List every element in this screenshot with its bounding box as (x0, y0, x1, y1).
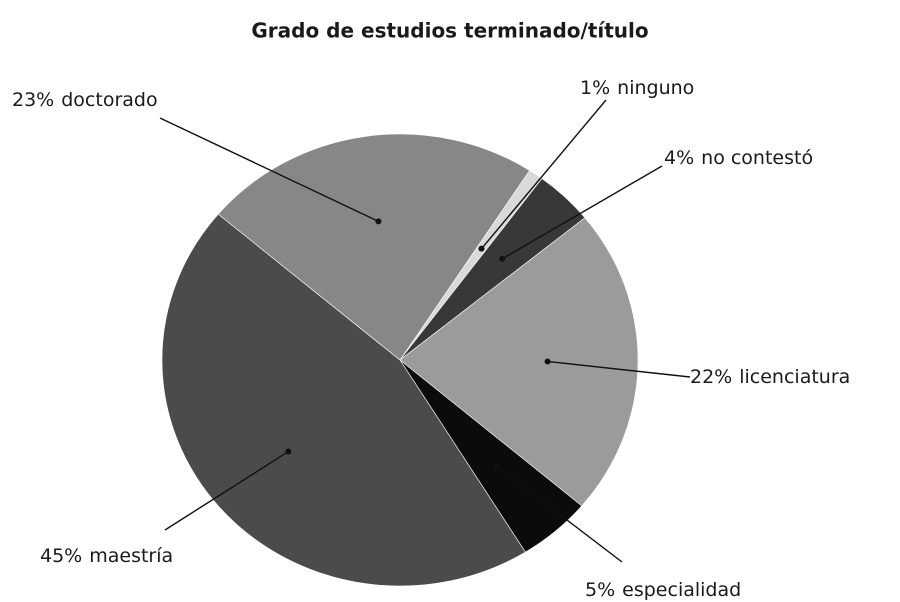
chart-title: Grado de estudios terminado/título (251, 19, 648, 43)
value-label: 23% (12, 89, 54, 111)
leader-line (480, 99, 607, 250)
data-label: 23% doctorado (12, 89, 158, 111)
value-label: 45% (40, 545, 82, 567)
pie-slice (217, 133, 531, 361)
leader-dot (375, 218, 382, 225)
labels: 1% ninguno 4% no contestó 22% licenciatura 5% e… (12, 77, 850, 601)
data-label: 45% maestría (40, 545, 173, 567)
leader-line (164, 450, 289, 531)
category-label: ninguno (617, 77, 694, 99)
leader-dot (285, 448, 292, 455)
data-label: 5% especialidad (585, 579, 741, 601)
data-label: 1% ninguno (580, 77, 694, 99)
value-label: 4% (664, 147, 694, 169)
data-label: 22% licenciatura (690, 366, 850, 388)
pie-slice (161, 213, 526, 587)
category-label: especialidad (622, 579, 741, 601)
data-label: 4% no contestó (664, 147, 813, 169)
leader-dot (478, 245, 485, 252)
pie-slice (399, 217, 639, 507)
leader-line (159, 117, 379, 223)
leader-line (501, 165, 663, 260)
leader-line (495, 465, 623, 563)
category-label: no contestó (701, 147, 813, 169)
leader-dot (493, 463, 500, 470)
pie (161, 133, 639, 587)
value-label: 22% (690, 366, 732, 388)
category-label: licenciatura (739, 366, 850, 388)
leader-dot (544, 358, 551, 365)
value-label: 5% (585, 579, 615, 601)
leader-line (547, 360, 691, 378)
value-label: 1% (580, 77, 610, 99)
category-label: maestría (89, 545, 173, 567)
leader-dot (499, 255, 506, 262)
category-label: doctorado (61, 89, 157, 111)
